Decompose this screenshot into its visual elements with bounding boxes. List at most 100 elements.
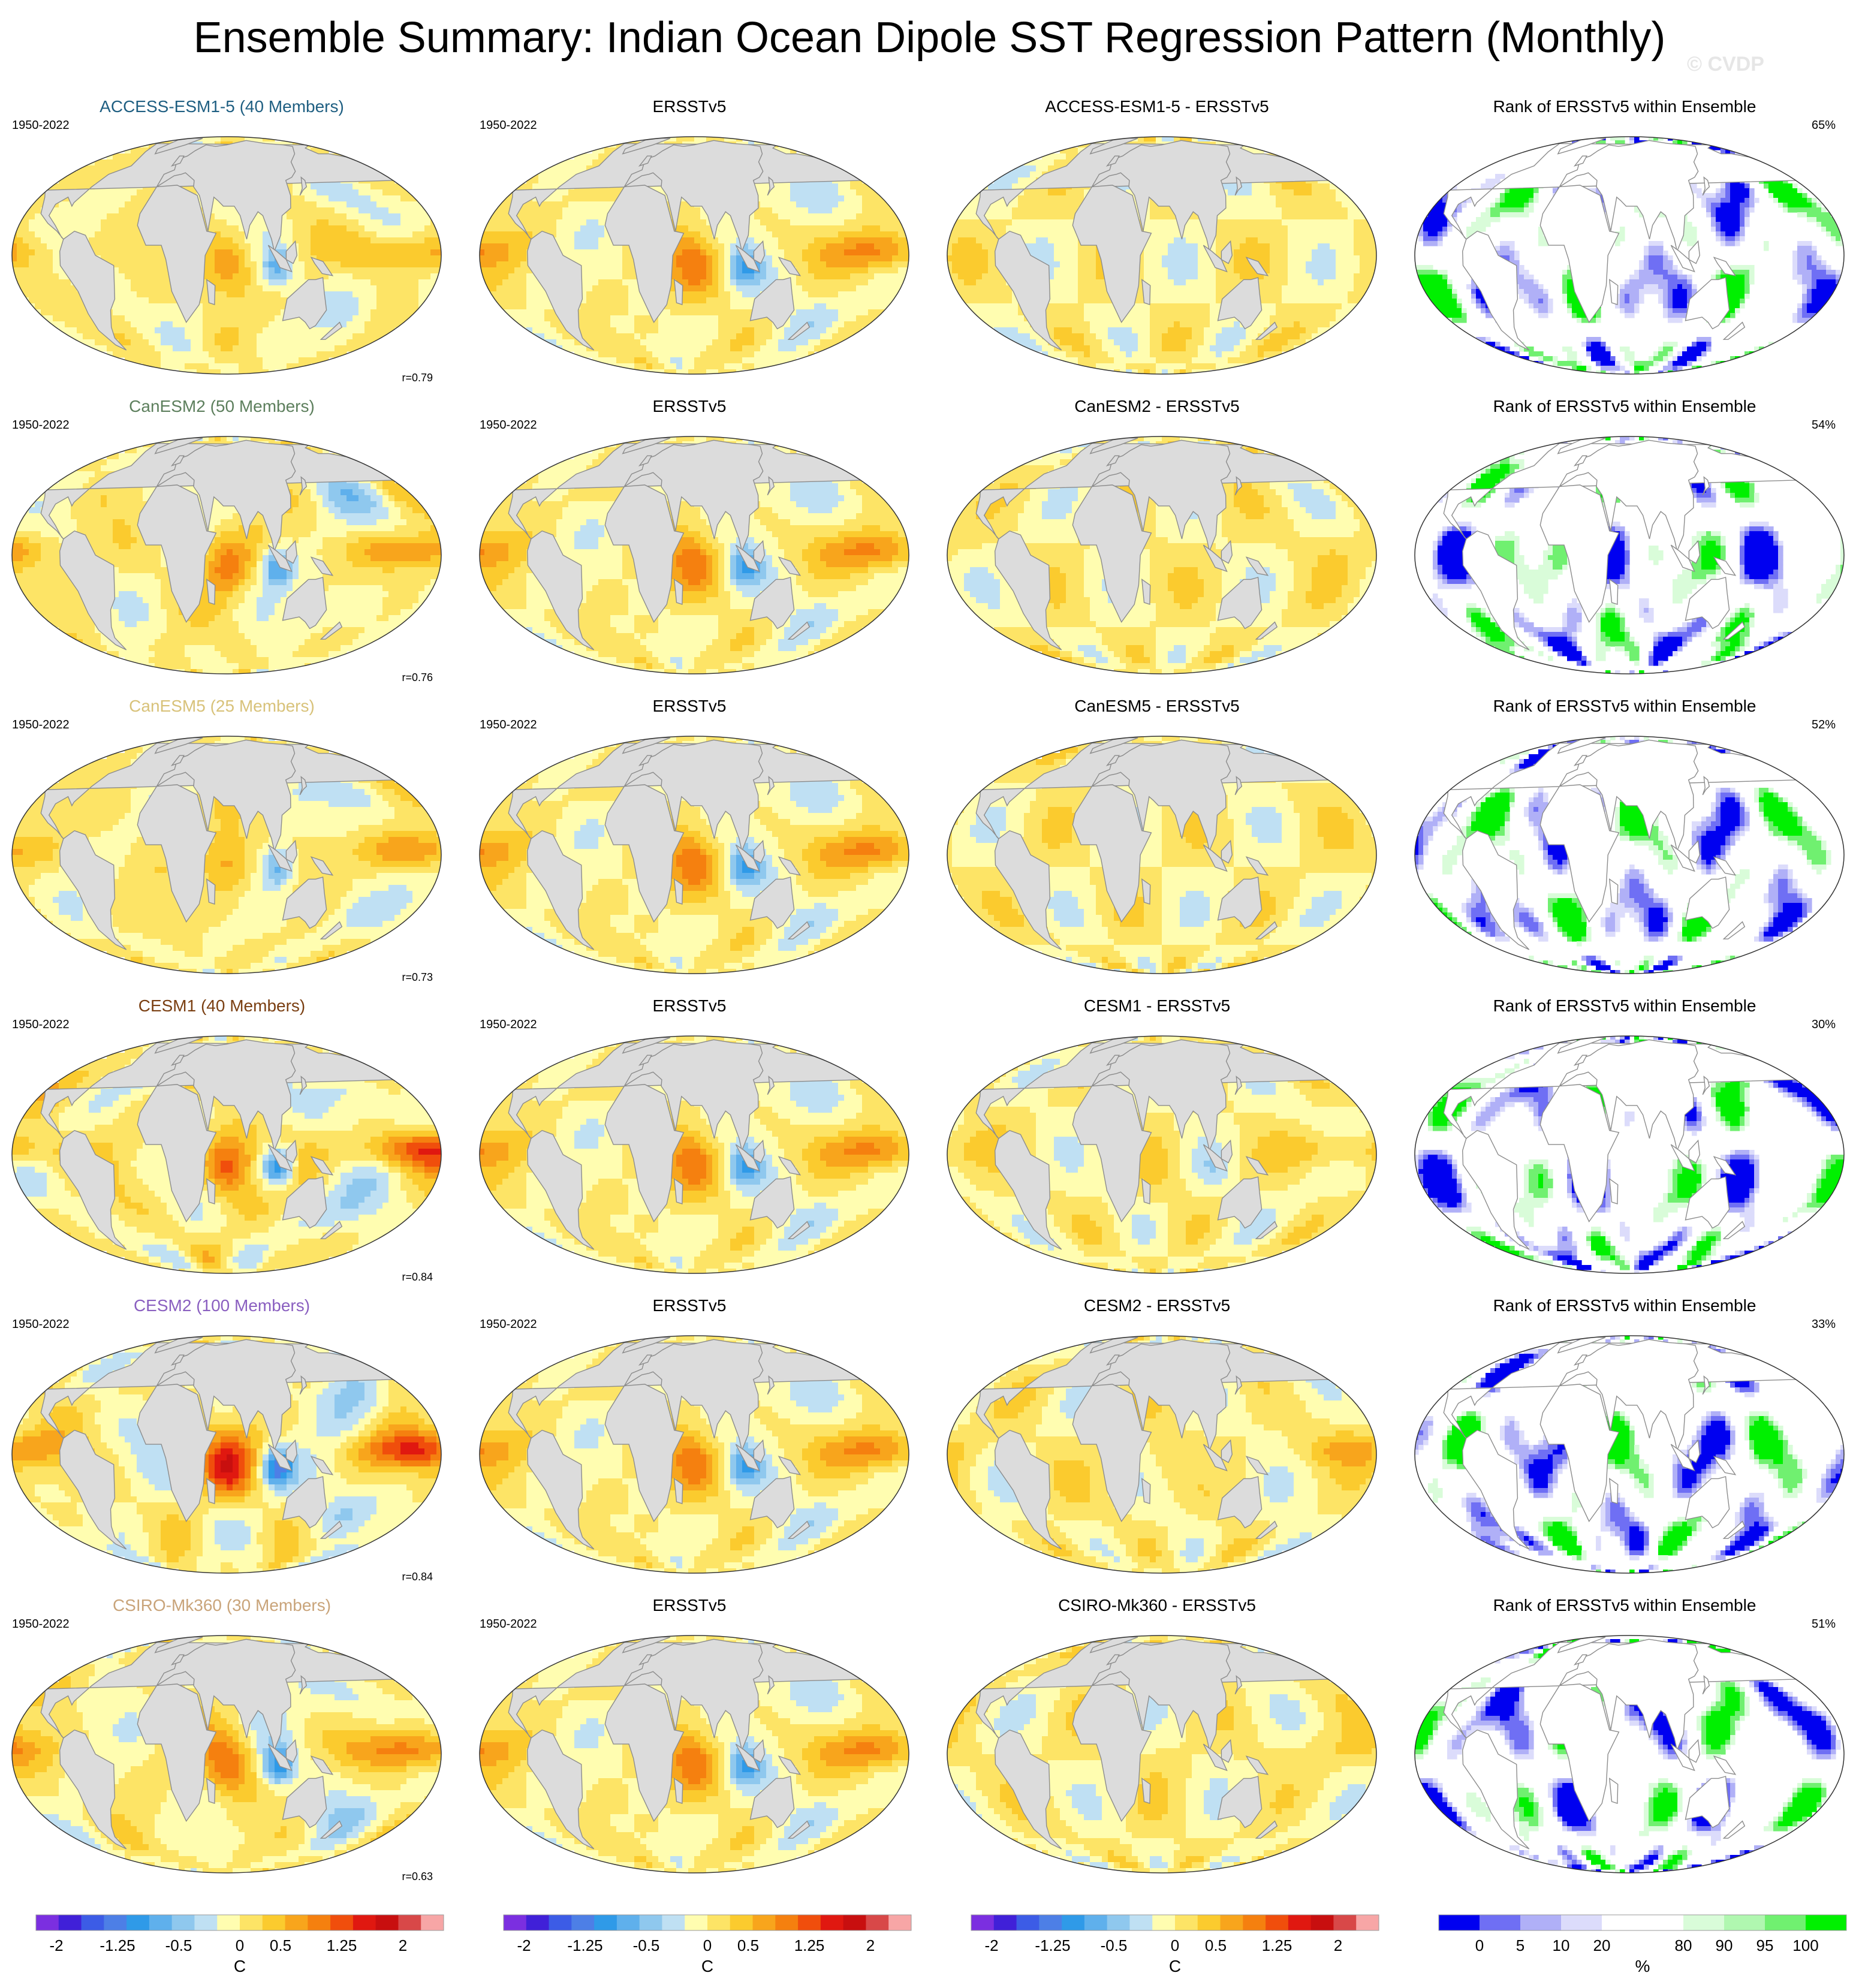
land bbox=[1141, 578, 1151, 606]
map-border bbox=[1414, 736, 1845, 974]
main-title: Ensemble Summary: Indian Ocean Dipole SS… bbox=[0, 11, 1859, 65]
land bbox=[767, 1375, 775, 1395]
land bbox=[1702, 1076, 1710, 1095]
panel-title: CanESM2 - ERSSTv5 bbox=[935, 396, 1379, 417]
land bbox=[1105, 1354, 1120, 1366]
land bbox=[310, 257, 334, 276]
colorbar-swatch bbox=[375, 1915, 399, 1930]
land bbox=[1713, 1755, 1737, 1775]
land bbox=[170, 1055, 185, 1066]
land bbox=[310, 1755, 334, 1775]
ocean-field bbox=[12, 1036, 441, 1273]
colorbar-tick-label: 0 bbox=[1475, 1936, 1484, 1955]
land bbox=[767, 176, 775, 196]
land bbox=[285, 1739, 298, 1763]
land bbox=[282, 1776, 327, 1829]
rank-map bbox=[1414, 436, 1845, 674]
land bbox=[526, 230, 595, 351]
panel-title: Rank of ERSSTv5 within Ensemble bbox=[1403, 1595, 1846, 1616]
land bbox=[156, 439, 296, 553]
land bbox=[1688, 1439, 1701, 1463]
land bbox=[673, 578, 683, 606]
rank-percent: 33% bbox=[1812, 1318, 1836, 1332]
colorbar-tick-label: 90 bbox=[1716, 1936, 1733, 1955]
land bbox=[1713, 257, 1737, 276]
model-map bbox=[11, 736, 442, 974]
land bbox=[1221, 1739, 1233, 1763]
land bbox=[1670, 245, 1695, 273]
land bbox=[206, 1477, 216, 1505]
panel-diff-canesm2: CanESM2 - ERSSTv5 bbox=[935, 396, 1379, 695]
colorbar-swatch bbox=[594, 1915, 617, 1930]
land bbox=[673, 278, 683, 306]
colorbar-swatch bbox=[217, 1915, 240, 1930]
model-map bbox=[11, 136, 442, 375]
land bbox=[59, 830, 127, 950]
land bbox=[1559, 1039, 1699, 1152]
land bbox=[1105, 455, 1120, 466]
land bbox=[623, 439, 764, 553]
land bbox=[206, 1777, 216, 1805]
panel-title: CESM2 (100 Members) bbox=[0, 1295, 444, 1317]
diff-map bbox=[947, 736, 1377, 974]
period-label: 1950-2022 bbox=[480, 1318, 537, 1332]
land bbox=[1105, 1055, 1120, 1066]
panel-obs-access-esm1-5: ERSSTv5 1950-2022 bbox=[468, 96, 911, 396]
land bbox=[1713, 1156, 1737, 1176]
land bbox=[320, 321, 343, 340]
panel-model-cesm2: CESM2 (100 Members) 1950-2022 r=0.84 bbox=[0, 1295, 444, 1595]
colorbar-tick-label: 2 bbox=[866, 1936, 875, 1955]
land bbox=[1255, 921, 1278, 939]
period-label: 1950-2022 bbox=[12, 1617, 70, 1631]
land bbox=[778, 856, 802, 876]
panel-title: ERSSTv5 bbox=[468, 995, 911, 1017]
land bbox=[1234, 1675, 1243, 1695]
ocean-field bbox=[480, 1036, 909, 1273]
land bbox=[604, 784, 685, 923]
land bbox=[1462, 1729, 1530, 1850]
land bbox=[1203, 245, 1228, 273]
period-label: 1950-2022 bbox=[12, 1318, 70, 1332]
land bbox=[1539, 1084, 1620, 1222]
land bbox=[137, 484, 217, 623]
colorbar-swatch bbox=[1197, 1915, 1221, 1930]
colorbar-swatch bbox=[1107, 1915, 1130, 1930]
land bbox=[638, 755, 652, 766]
colorbar-swatch bbox=[730, 1915, 754, 1930]
period-label: 1950-2022 bbox=[12, 1018, 70, 1032]
colorbar-tick-label: 0.5 bbox=[737, 1936, 759, 1955]
land bbox=[1573, 1055, 1587, 1066]
land bbox=[137, 1683, 217, 1822]
colorbar-tick-label: 0.5 bbox=[270, 1936, 291, 1955]
land bbox=[1685, 1176, 1730, 1229]
panel-title: Rank of ERSSTv5 within Ensemble bbox=[1403, 396, 1846, 417]
land bbox=[1217, 577, 1263, 629]
land bbox=[787, 1221, 811, 1239]
model-map bbox=[479, 1335, 909, 1574]
land bbox=[673, 1477, 683, 1505]
ocean-field bbox=[12, 436, 441, 674]
colorbar-rank: 0 5 10 20 80 90 95 100% bbox=[1433, 1912, 1852, 1984]
land bbox=[778, 1156, 802, 1176]
map-border bbox=[11, 1335, 442, 1574]
land bbox=[1203, 1444, 1228, 1472]
land bbox=[1245, 856, 1269, 876]
land bbox=[285, 1139, 298, 1164]
ocean-field bbox=[480, 436, 909, 674]
land bbox=[1462, 230, 1530, 351]
period-label: 1950-2022 bbox=[480, 718, 537, 732]
colorbar-frame bbox=[971, 1914, 1379, 1931]
colorbar-tick-label: -0.5 bbox=[633, 1936, 660, 1955]
land bbox=[285, 839, 298, 864]
land bbox=[1203, 844, 1228, 872]
land bbox=[59, 230, 127, 351]
land bbox=[170, 155, 185, 167]
rank-map bbox=[1414, 1635, 1845, 1873]
land bbox=[320, 921, 343, 939]
colorbar-swatch bbox=[36, 1915, 59, 1930]
panel-title: ERSSTv5 bbox=[468, 396, 911, 417]
land bbox=[1091, 140, 1231, 253]
colorbar-swatch bbox=[58, 1915, 82, 1930]
land bbox=[1234, 176, 1243, 196]
colorbar-swatch bbox=[639, 1915, 662, 1930]
